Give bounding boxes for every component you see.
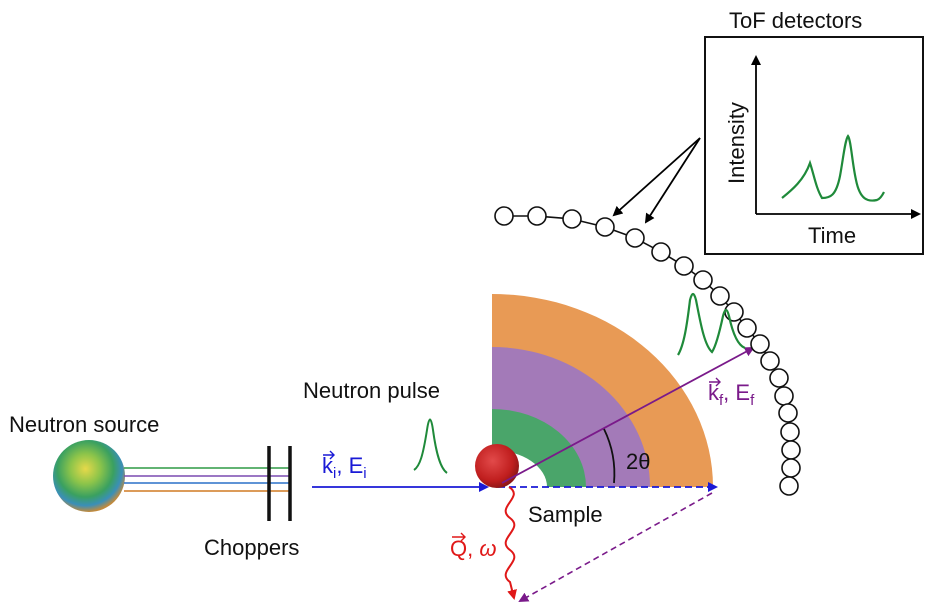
kf-symbol: k <box>708 380 720 405</box>
detector-6 <box>651 242 671 262</box>
q-symbol: Q <box>450 536 467 561</box>
ki-ei-label: ki, Ei <box>322 450 367 482</box>
detector-17 <box>780 422 800 442</box>
neutron-pulse-label: Neutron pulse <box>303 378 440 403</box>
ki-symbol: k <box>322 453 334 478</box>
angle-label: 2θ <box>626 449 650 474</box>
choppers-label: Choppers <box>204 535 299 560</box>
detector-18 <box>781 440 801 460</box>
detector-16 <box>778 403 798 423</box>
sample-sphere <box>475 444 519 488</box>
neutron-source-sphere <box>53 440 125 512</box>
detector-12 <box>750 334 770 354</box>
detector-1 <box>494 206 514 226</box>
svg-text:ki, Ei: ki, Ei <box>322 453 367 482</box>
ef-symbol: E <box>735 380 750 405</box>
ei-sub: i <box>363 465 366 482</box>
ei-symbol: E <box>349 453 364 478</box>
detector-2 <box>527 206 547 226</box>
detector-14 <box>769 368 789 388</box>
detector-13 <box>760 351 780 371</box>
ef-sub: f <box>750 392 755 409</box>
kf-ef-label: kf, Ef <box>708 377 755 409</box>
intensity-axis-label: Intensity <box>724 102 749 184</box>
svg-text:Q, ω: Q, ω <box>450 536 497 561</box>
scattering-rings <box>492 294 713 487</box>
kf-sub: f <box>719 392 724 409</box>
detector-19 <box>781 458 801 478</box>
scattered-pulse-wave <box>677 292 746 356</box>
detector-9 <box>710 286 730 306</box>
detector-pointer-2 <box>644 137 701 224</box>
detector-4 <box>595 217 615 237</box>
omega-symbol: ω <box>479 536 496 561</box>
scattered-beam-arrow <box>501 347 755 484</box>
scattering-angle-arc <box>603 428 616 484</box>
momentum-transfer-arrow <box>504 486 517 600</box>
svg-text:kf, Ef: kf, Ef <box>708 380 755 409</box>
detector-20 <box>779 476 799 496</box>
neutron-source-label: Neutron source <box>9 412 159 437</box>
detector-3 <box>562 209 582 229</box>
detector-7 <box>674 256 694 276</box>
tof-inset-box <box>704 36 924 255</box>
detector-11 <box>737 318 757 338</box>
beam-lines <box>124 467 290 492</box>
tof-detectors-title: ToF detectors <box>729 8 862 33</box>
detector-5 <box>625 228 645 248</box>
tof-signal-trace <box>781 134 885 202</box>
choppers <box>267 446 292 521</box>
detector-15 <box>774 386 794 406</box>
ki-sub: i <box>333 465 336 482</box>
neutron-pulse-wave <box>413 418 448 474</box>
detector-pointer-1 <box>612 137 701 217</box>
q-omega-label: Q, ω <box>450 532 497 561</box>
time-axis-label: Time <box>808 223 856 248</box>
sample-label: Sample <box>528 502 603 527</box>
kf-translated-dashed <box>518 492 713 602</box>
detector-8 <box>693 270 713 290</box>
